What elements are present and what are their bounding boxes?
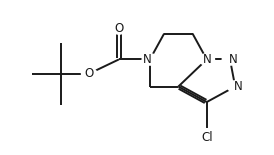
Text: N: N — [234, 80, 243, 93]
Text: N: N — [202, 53, 211, 66]
Text: O: O — [85, 67, 94, 80]
Ellipse shape — [227, 81, 243, 92]
Ellipse shape — [142, 54, 158, 65]
Text: Cl: Cl — [201, 131, 213, 144]
Ellipse shape — [199, 54, 215, 65]
Ellipse shape — [81, 68, 97, 79]
Text: N: N — [229, 53, 238, 66]
Text: O: O — [114, 22, 124, 35]
Ellipse shape — [111, 23, 127, 34]
Text: N: N — [142, 53, 151, 66]
Ellipse shape — [222, 54, 238, 65]
Ellipse shape — [199, 129, 215, 140]
